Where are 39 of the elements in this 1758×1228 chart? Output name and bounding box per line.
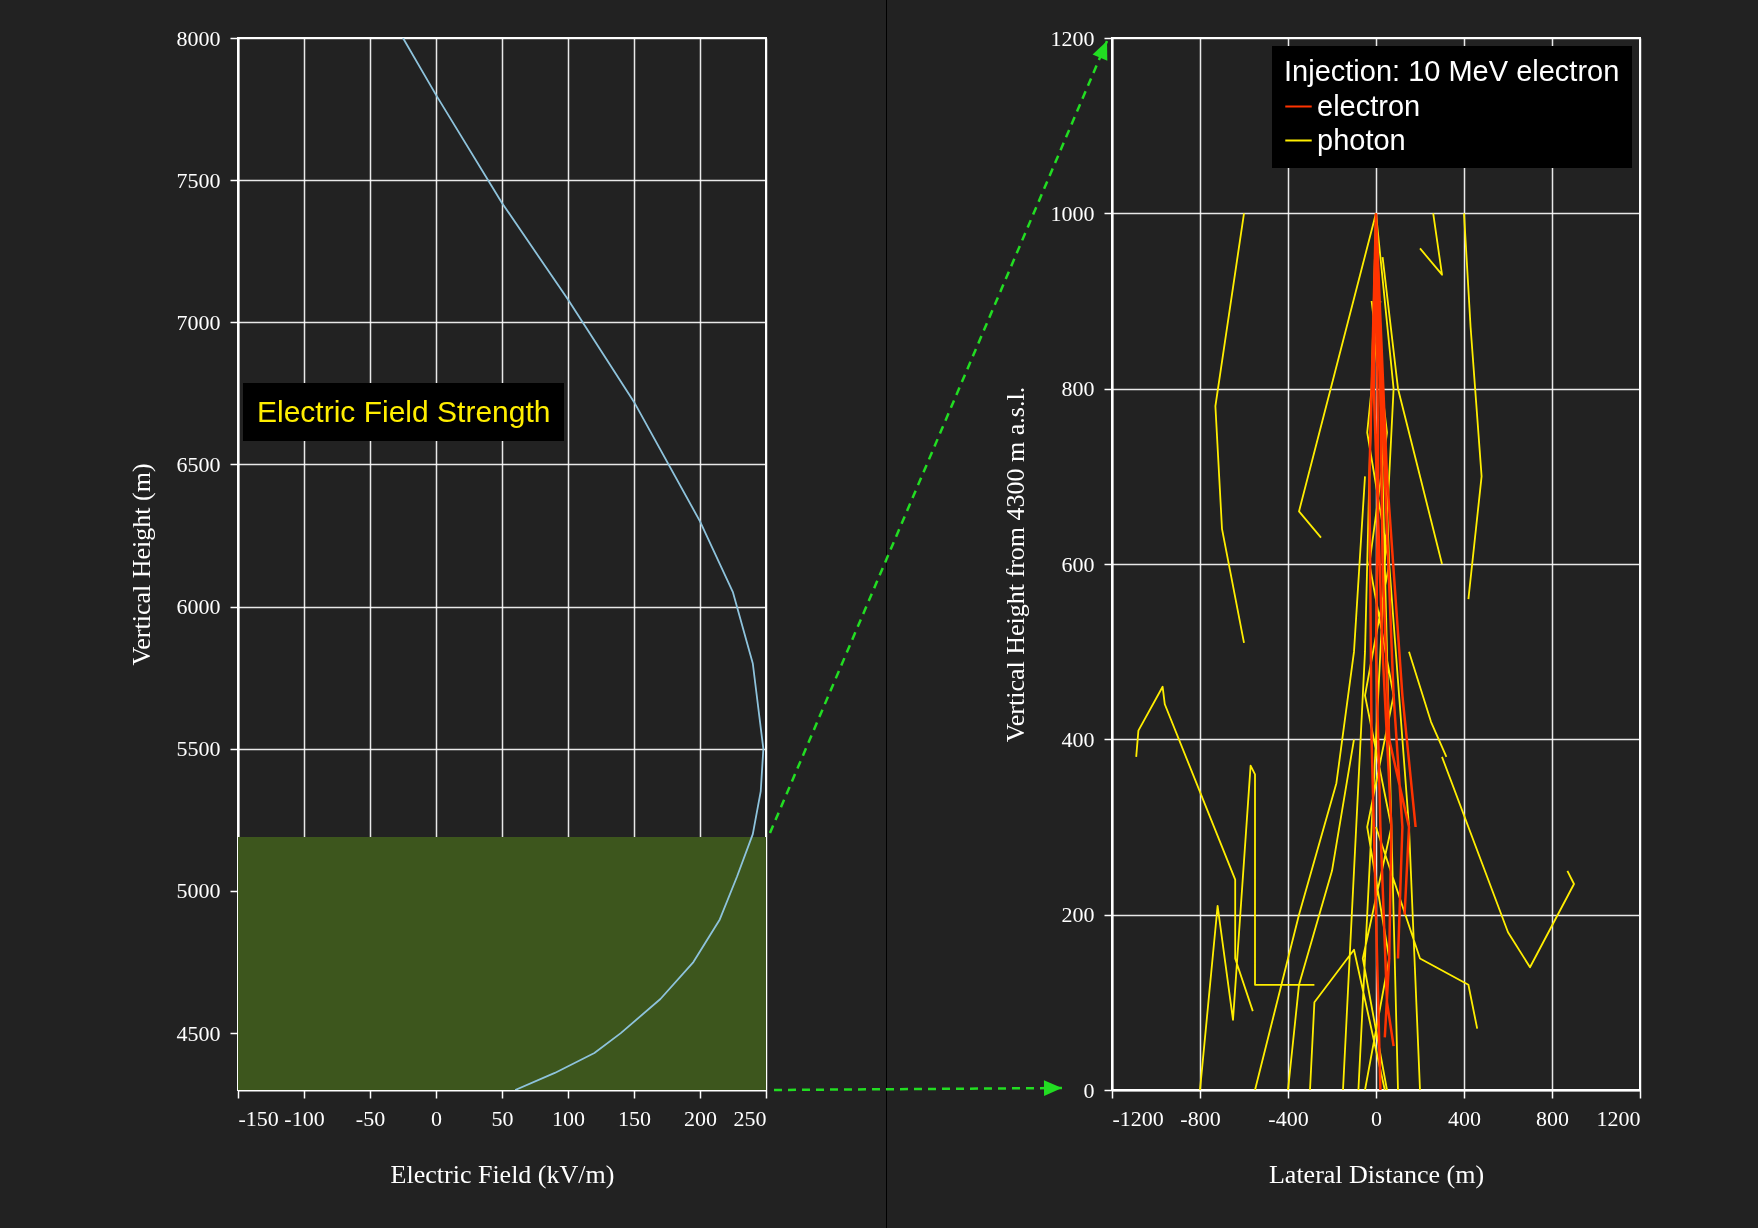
x-tick-label: 400 <box>1448 1105 1481 1131</box>
y-tick-label: 5500 <box>176 736 221 762</box>
y-tick-label: 800 <box>1061 376 1095 402</box>
x-tick-label: 800 <box>1536 1105 1569 1131</box>
y-tick-label: 7500 <box>176 167 221 193</box>
x-tick-label: 50 <box>491 1105 514 1131</box>
legend-label: photon <box>1317 123 1406 156</box>
x-tick-label: 250 <box>733 1105 767 1131</box>
y-tick-label: 1000 <box>1050 200 1095 226</box>
y-tick-label: 600 <box>1061 551 1095 577</box>
x-tick-label: -800 <box>1180 1105 1221 1131</box>
annotation: Electric Field Strength <box>243 383 565 441</box>
x-tick-label: -400 <box>1268 1105 1309 1131</box>
y-tick-label: 5000 <box>176 878 221 904</box>
x-tick-label: -150 <box>238 1105 279 1131</box>
y-tick-label: 4500 <box>176 1020 221 1046</box>
y-tick-label: 8000 <box>176 25 221 51</box>
legend-label: electron <box>1317 89 1421 122</box>
y-tick-label: 6000 <box>176 594 221 620</box>
y-axis-title: Vertical Height (m) <box>126 463 156 666</box>
x-tick-label: -1200 <box>1112 1105 1164 1131</box>
legend-title: Injection: 10 MeV electron <box>1284 55 1620 87</box>
x-tick-label: 1200 <box>1596 1105 1641 1131</box>
y-tick-label: 400 <box>1061 726 1095 752</box>
y-tick-label: 0 <box>1083 1077 1095 1103</box>
x-tick-label: -100 <box>284 1105 325 1131</box>
y-tick-label: 200 <box>1061 902 1095 928</box>
x-tick-label: 150 <box>618 1105 651 1131</box>
x-tick-label: 200 <box>684 1105 717 1131</box>
x-tick-label: 0 <box>431 1105 442 1131</box>
y-axis-title: Vertical Height from 4300 m a.s.l. <box>1000 386 1030 743</box>
x-tick-label: -50 <box>355 1105 386 1131</box>
x-axis-title: Lateral Distance (m) <box>1268 1159 1485 1189</box>
y-tick-label: 1200 <box>1050 25 1095 51</box>
y-tick-label: 7000 <box>176 309 221 335</box>
x-axis-title: Electric Field (kV/m) <box>390 1159 615 1189</box>
x-tick-label: 0 <box>1371 1105 1382 1131</box>
y-tick-label: 6500 <box>176 451 221 477</box>
x-tick-label: 100 <box>552 1105 585 1131</box>
